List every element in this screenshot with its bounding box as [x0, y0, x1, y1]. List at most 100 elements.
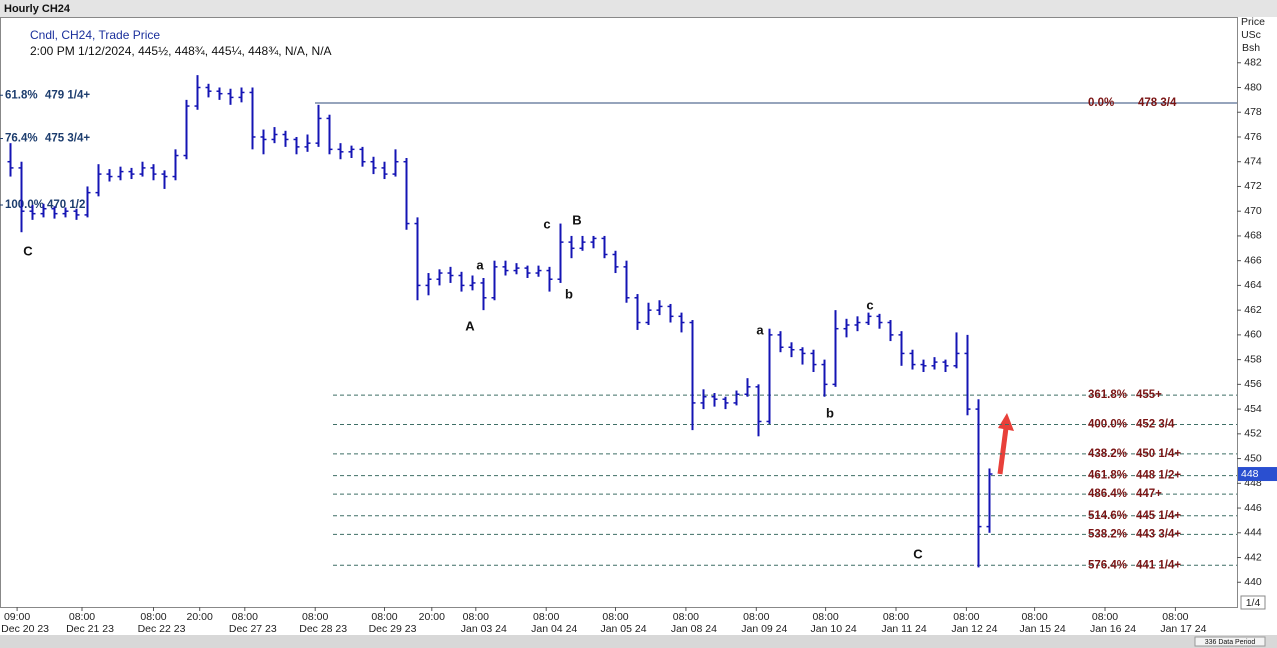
level-pct: 76.4%	[5, 133, 38, 145]
x-tick-label: 08:00	[69, 611, 95, 623]
axis-unit: 1/4	[1246, 597, 1261, 609]
x-date-label: Jan 12 24	[951, 623, 997, 635]
x-date-label: Jan 08 24	[671, 623, 717, 635]
fib-price: 445 1/4+	[1136, 510, 1181, 522]
wave-label: C	[913, 546, 923, 561]
fib-pct: 486.4%	[1088, 488, 1127, 500]
x-date-label: Jan 04 24	[531, 623, 577, 635]
scroll-thumb[interactable]	[1194, 636, 1266, 647]
arrow-head	[998, 413, 1014, 431]
legend-line: 2:00 PM 1/12/2024, 445½, 448¾, 445¼, 448…	[30, 44, 332, 58]
axis-title: USc	[1241, 29, 1261, 41]
y-tick-label: 464	[1244, 279, 1262, 291]
fib-price: 448 1/2+	[1136, 470, 1181, 482]
x-tick-label: 08:00	[232, 611, 258, 623]
x-date-label: Jan 10 24	[811, 623, 857, 635]
level-price: 475 3/4+	[45, 133, 90, 145]
x-tick-label: 08:00	[953, 611, 979, 623]
y-tick-label: 462	[1244, 304, 1262, 316]
fib-pct: 576.4%	[1088, 559, 1127, 571]
y-tick-label: 444	[1244, 527, 1262, 539]
x-tick-label: 08:00	[140, 611, 166, 623]
x-date-label: Jan 16 24	[1090, 623, 1136, 635]
x-date-label: Jan 17 24	[1160, 623, 1206, 635]
wave-label: b	[565, 286, 573, 301]
wave-label: A	[465, 318, 475, 333]
fib-pct: 0.0%	[1088, 97, 1114, 109]
x-tick-label: 08:00	[302, 611, 328, 623]
x-tick-label: 08:00	[883, 611, 909, 623]
last-price-box	[1238, 467, 1277, 482]
y-tick-label: 482	[1244, 57, 1262, 69]
x-tick-label: 20:00	[187, 611, 213, 623]
fib-price: 478 3/4	[1138, 97, 1177, 109]
y-tick-label: 472	[1244, 180, 1262, 192]
fib-price: 450 1/4+	[1136, 448, 1181, 460]
x-tick-label: 08:00	[743, 611, 769, 623]
arrow	[997, 427, 1009, 475]
title-bar	[0, 0, 1277, 17]
x-tick-label: 08:00	[463, 611, 489, 623]
x-tick-label: 20:00	[419, 611, 445, 623]
wave-label: c	[543, 216, 550, 231]
y-tick-label: 458	[1244, 353, 1262, 365]
wave-label: C	[23, 243, 33, 258]
y-tick-label: 442	[1244, 551, 1262, 563]
fib-pct: 400.0%	[1088, 419, 1127, 431]
data-period: 336 Data Period	[1205, 639, 1256, 646]
legend-line: Cndl, CH24, Trade Price	[30, 28, 160, 42]
wave-label: b	[826, 405, 834, 420]
x-tick-label: 08:00	[602, 611, 628, 623]
y-tick-label: 466	[1244, 254, 1262, 266]
x-date-label: Dec 29 23	[369, 623, 417, 635]
fib-price: 452 3/4	[1136, 419, 1175, 431]
y-tick-label: 446	[1244, 502, 1262, 514]
x-date-label: Dec 22 23	[138, 623, 186, 635]
x-tick-label: 08:00	[371, 611, 397, 623]
y-tick-label: 440	[1244, 576, 1262, 588]
fib-price: 447+	[1136, 488, 1162, 500]
y-tick-label: 480	[1244, 81, 1262, 93]
x-date-label: Jan 09 24	[741, 623, 787, 635]
x-tick-label: 08:00	[533, 611, 559, 623]
y-tick-label: 476	[1244, 131, 1262, 143]
fib-price: 443 3/4+	[1136, 528, 1181, 540]
y-tick-label: 468	[1244, 230, 1262, 242]
scrollbar[interactable]	[0, 635, 1277, 648]
wave-label: a	[756, 322, 764, 337]
fib-price: 441 1/4+	[1136, 559, 1181, 571]
x-tick-label: 08:00	[1092, 611, 1118, 623]
level-pct: 61.8%	[5, 89, 38, 101]
x-tick-label: 08:00	[673, 611, 699, 623]
wave-label: c	[866, 297, 873, 312]
x-date-label: Jan 03 24	[461, 623, 507, 635]
x-tick-label: 08:00	[1021, 611, 1047, 623]
wave-label: B	[572, 212, 581, 227]
fib-pct: 438.2%	[1088, 448, 1127, 460]
x-date-label: Dec 27 23	[229, 623, 277, 635]
y-tick-label: 478	[1244, 106, 1262, 118]
wave-label: a	[476, 257, 484, 272]
x-date-label: Jan 15 24	[1020, 623, 1066, 635]
y-tick-label: 450	[1244, 452, 1262, 464]
level-pct: 100.0%	[5, 199, 44, 211]
x-date-label: Jan 05 24	[600, 623, 646, 635]
y-tick-label: 460	[1244, 329, 1262, 341]
chart-title: Hourly CH24	[4, 3, 71, 15]
fib-pct: 461.8%	[1088, 470, 1127, 482]
last-price-label: 448	[1241, 468, 1259, 480]
axis-title: Bsh	[1242, 42, 1260, 54]
x-date-label: Jan 11 24	[881, 623, 927, 635]
y-tick-label: 470	[1244, 205, 1262, 217]
fib-pct: 361.8%	[1088, 389, 1127, 401]
fib-pct: 538.2%	[1088, 528, 1127, 540]
fib-pct: 514.6%	[1088, 510, 1127, 522]
level-price: 479 1/4+	[45, 89, 90, 101]
y-tick-label: 452	[1244, 428, 1262, 440]
y-tick-label: 456	[1244, 378, 1262, 390]
y-tick-label: 474	[1244, 155, 1262, 167]
x-tick-label: 08:00	[1162, 611, 1188, 623]
x-tick-label: 08:00	[812, 611, 838, 623]
x-date-label: Dec 21 23	[66, 623, 114, 635]
